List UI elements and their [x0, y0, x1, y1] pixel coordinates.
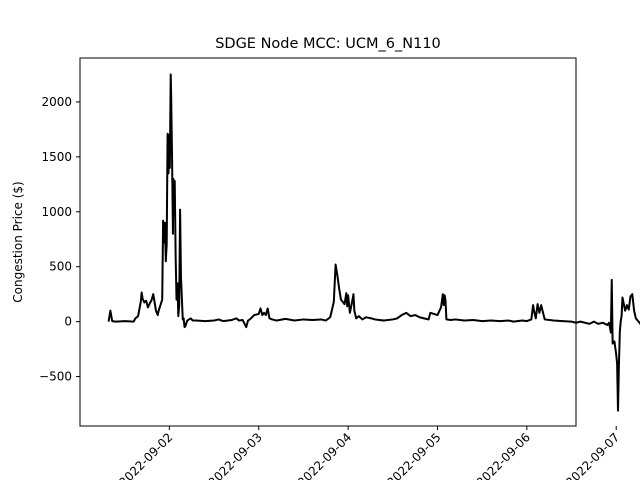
chart-title: SDGE Node MCC: UCM_6_N110	[215, 36, 441, 52]
x-tick-label: 2022-09-03	[206, 430, 265, 480]
y-tick-label: 500	[49, 260, 72, 274]
x-tick-label: 2022-09-07	[563, 430, 622, 480]
y-tick-label: 2000	[41, 95, 72, 109]
y-tick-label: 0	[64, 315, 72, 329]
x-tick-label: 2022-09-06	[474, 430, 533, 480]
plot-frame	[79, 57, 577, 427]
series-line-mcc	[107, 73, 640, 412]
x-axis: 2022-09-02 2022-09-03 2022-09-04 2022-09-05…	[116, 426, 622, 480]
y-tick-label: 1500	[41, 150, 72, 164]
y-axis-label: Congestion Price ($)	[11, 181, 25, 302]
x-tick-label: 2022-09-05	[384, 430, 443, 480]
x-tick-label: 2022-09-02	[116, 430, 175, 480]
x-tick-label: 2022-09-04	[295, 430, 354, 480]
y-tick-label: 1000	[41, 205, 72, 219]
y-axis: −500 0 500 1000 1500 2000	[39, 95, 80, 384]
y-tick-label: −500	[39, 370, 72, 384]
